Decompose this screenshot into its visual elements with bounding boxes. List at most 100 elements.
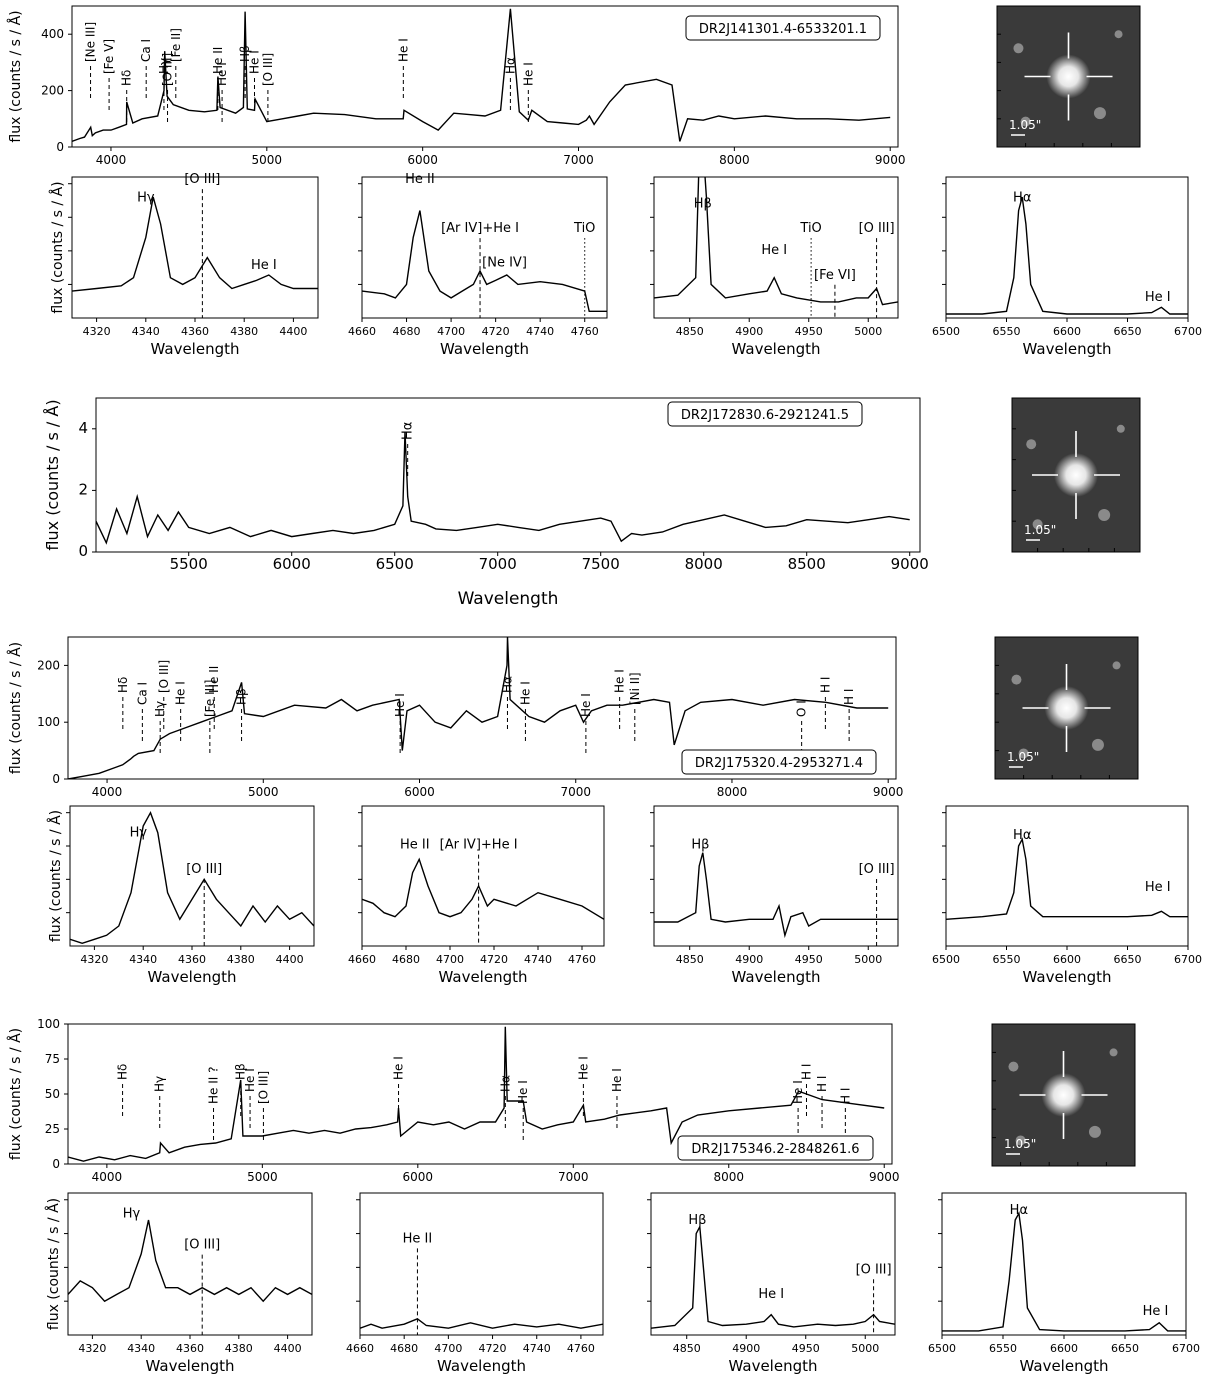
obj1-zoom3-annotation: TiO — [799, 221, 821, 236]
obj2-main-xtick-label: 7000 — [479, 555, 517, 573]
obj4-line-id: He I — [516, 1080, 530, 1104]
obj1-zoom3-annotation: Hβ — [694, 197, 712, 212]
obj4-zoom3-xtick-label: 4900 — [732, 1342, 760, 1355]
obj3-zoom1-ylabel: flux (counts / s / Å) — [47, 810, 64, 942]
obj3-scale-label: 1.05" — [1007, 750, 1039, 764]
obj4-scale-label: 1.05" — [1004, 1137, 1036, 1151]
obj1-zoom1-panel: 4320 4340 4360 4380 4400 Wavelength flux (coun… — [49, 172, 319, 358]
obj4-zoom3-xlabel: Wavelength — [729, 1357, 818, 1375]
obj4-main-ytick-label: 100 — [37, 1017, 60, 1031]
obj3-main-panel: 4000 5000 6000 7000 8000 9000 0 100 200 flux (cou… — [7, 636, 903, 799]
obj1-zoom1-ylabel: flux (counts / s / Å) — [49, 181, 66, 313]
obj4-zoom3-xtick-label: 5000 — [851, 1342, 879, 1355]
obj1-main-ytick-label: 400 — [41, 27, 64, 41]
obj2-thumbnail: 1.05" — [1011, 397, 1141, 553]
obj4-line-id: H I — [799, 1064, 813, 1080]
obj4-main-spectrum-line — [68, 1026, 885, 1162]
obj1-line-id: [O III] — [261, 53, 275, 86]
obj1-scale-label: 1.05" — [1009, 118, 1041, 132]
obj3-zoom3-spectrum-line — [654, 852, 898, 939]
obj4-zoom4-annotation: Hα — [1010, 1203, 1028, 1218]
obj1-zoom4-xlabel: Wavelength — [1023, 340, 1112, 358]
obj1-line-id: [O III] — [161, 53, 175, 86]
obj2-main-xtick-label: 6500 — [376, 555, 414, 573]
obj3-line-id: H I — [818, 677, 832, 693]
obj4-zoom4-xtick-label: 6650 — [1111, 1342, 1139, 1355]
obj3-zoom1-annotation: Hγ — [130, 825, 148, 840]
obj1-zoom3-annotation: [Fe VI] — [814, 268, 856, 283]
obj4-line-id: H I — [815, 1076, 829, 1092]
obj4-main-xtick-label: 9000 — [869, 1170, 900, 1184]
obj4-line-id: Hδ — [116, 1064, 130, 1080]
obj3-line-id: He I — [393, 693, 407, 717]
obj1-zoom1-xtick-label: 4340 — [132, 325, 160, 338]
obj4-main-ytick-label: 50 — [45, 1087, 60, 1101]
obj3-zoom2-xtick-label: 4760 — [568, 953, 596, 966]
obj2-main-panel: 5500 6000 6500 7000 7500 8000 8500 9000 0 2 4 Wavel… — [43, 397, 929, 609]
obj1-zoom4-spectrum-line — [946, 196, 1188, 315]
obj1-line-id: [Ne III] — [84, 22, 98, 62]
obj3-main-ytick-label: 0 — [52, 772, 60, 786]
obj3-zoom4-panel: 6500 6550 6600 6650 6700 Wavelength Hα He I — [932, 805, 1202, 986]
obj4-zoom2-xtick-label: 4660 — [346, 1342, 374, 1355]
obj2-main-ytick-label: 2 — [78, 480, 88, 498]
obj1-zoom1-xtick-label: 4360 — [181, 325, 209, 338]
obj2-main-xtick-label: 6000 — [273, 555, 311, 573]
obj1-target-star — [1046, 54, 1091, 99]
obj2-scale-label: 1.05" — [1024, 523, 1056, 537]
obj1-zoom1-xtick-label: 4400 — [279, 325, 307, 338]
obj1-main-ylabel: flux (counts / s / Å) — [7, 10, 24, 142]
obj1-main-xtick-label: 5000 — [252, 153, 283, 167]
obj4-line-id: H I — [838, 1088, 852, 1104]
obj4-target-star — [1041, 1073, 1086, 1117]
obj3-line-id: He I — [518, 681, 532, 705]
obj1-zoom2-panel: 4660 4680 4700 4720 4740 4760 Wavelength He II [… — [348, 172, 608, 358]
obj4-zoom4-xtick-label: 6550 — [989, 1342, 1017, 1355]
obj3-zoom3-annotation: Hβ — [691, 838, 709, 853]
obj1-zoom2-annotation: [Ne IV] — [482, 256, 527, 271]
obj1-field-star — [1013, 43, 1024, 54]
obj4-main-xtick-label: 8000 — [713, 1170, 744, 1184]
obj3-zoom2-xtick-label: 4680 — [392, 953, 420, 966]
obj3-zoom2-annotation: He II — [400, 838, 430, 853]
obj1-line-id: He I — [215, 62, 229, 86]
obj1-line-id: Hγ — [157, 58, 171, 74]
obj3-zoom3-xlabel: Wavelength — [732, 968, 821, 986]
obj4-zoom1-xlabel: Wavelength — [146, 1357, 235, 1375]
obj1-zoom4-annotation: He I — [1145, 290, 1171, 305]
obj1-main-xtick-label: 7000 — [563, 153, 594, 167]
obj1-field-star — [1114, 30, 1123, 39]
obj4-zoom3-xtick-label: 4950 — [792, 1342, 820, 1355]
obj3-main-xtick-label: 8000 — [717, 785, 748, 799]
obj2-object-label: DR2J172830.6-2921241.5 — [681, 408, 849, 423]
obj3-zoom4-xtick-label: 6500 — [932, 953, 960, 966]
obj3-field-star — [1011, 674, 1022, 685]
obj3-line-id: He I — [174, 681, 188, 705]
obj4-zoom2-xtick-label: 4680 — [390, 1342, 418, 1355]
obj1-zoom2-xtick-label: 4660 — [348, 325, 376, 338]
obj3-zoom2-frame — [361, 805, 605, 947]
obj4-main-panel: 4000 5000 6000 7000 8000 9000 0 25 50 75 100 flux (… — [7, 1017, 899, 1184]
obj4-zoom3-annotation: He I — [758, 1287, 784, 1302]
obj4-zoom3-annotation: [O III] — [856, 1262, 892, 1277]
obj3-zoom4-xtick-label: 6700 — [1174, 953, 1202, 966]
obj3-line-id: He II — [207, 666, 221, 693]
obj3-zoom4-xtick-label: 6550 — [993, 953, 1021, 966]
obj2-field-star — [1032, 519, 1043, 530]
obj1-zoom1-frame — [71, 176, 319, 319]
obj1-main-xtick-label: 6000 — [407, 153, 438, 167]
obj1-main-xtick-label: 9000 — [875, 153, 906, 167]
obj4-zoom2-annotation: He II — [403, 1231, 433, 1246]
obj3-main-xtick-label: 6000 — [404, 785, 435, 799]
obj3-zoom3-annotation: [O III] — [859, 862, 895, 877]
obj2-target-star — [1054, 453, 1098, 497]
obj3-zoom4-xtick-label: 6600 — [1053, 953, 1081, 966]
obj4-line-id: He I — [610, 1068, 624, 1092]
obj4-line-id: Hγ — [153, 1076, 167, 1092]
obj4-zoom1-ylabel: flux (counts / s / Å) — [45, 1198, 62, 1330]
obj4-zoom4-xtick-label: 6700 — [1172, 1342, 1200, 1355]
obj2-main-xlabel: Wavelength — [458, 589, 559, 609]
obj1-line-id: Hα — [503, 57, 517, 74]
obj1-zoom4-xtick-label: 6700 — [1174, 325, 1202, 338]
